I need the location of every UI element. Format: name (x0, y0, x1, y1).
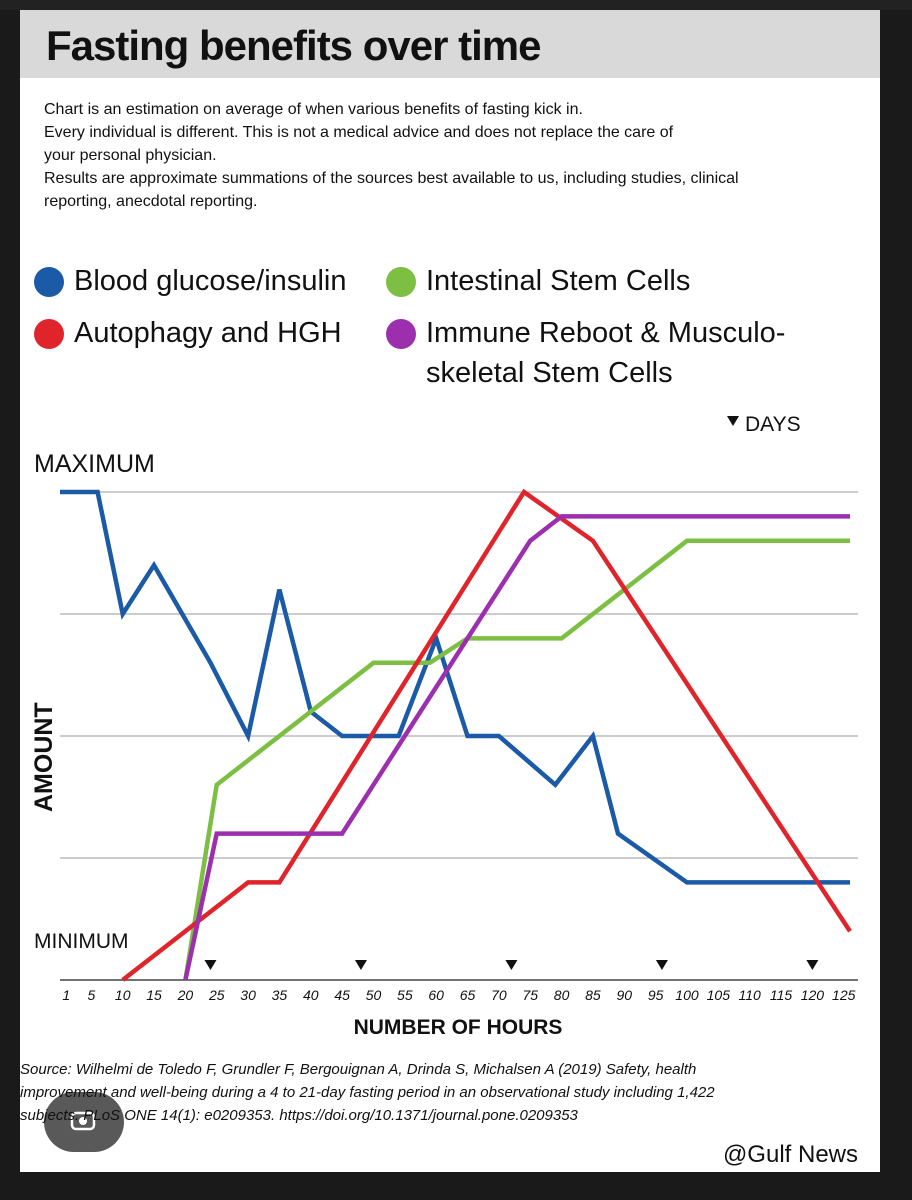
x-tick-label: 60 (428, 987, 444, 1003)
infographic-card: Fasting benefits over time Chart is an e… (20, 10, 880, 1172)
x-tick-label: 100 (675, 987, 699, 1003)
series-line-3 (121, 488, 852, 982)
top-bar (0, 0, 912, 10)
legend-label: Blood glucose/insulin (74, 265, 347, 297)
title-band: Fasting benefits over time (20, 10, 880, 78)
x-tick-label: 95 (648, 987, 664, 1003)
intro-text: Chart is an estimation on average of whe… (44, 98, 864, 213)
x-axis-label: NUMBER OF HOURS (354, 1016, 563, 1039)
day-marker (806, 960, 819, 970)
x-tick-label: 30 (240, 987, 256, 1003)
legend-label: Intestinal Stem Cells (426, 265, 691, 297)
fasting-chart: 1 5 10 15 20 25 30 35 40 45 50 55 60 65 70 75 80 85 90 95 10… (20, 413, 858, 1168)
x-tick-label: 1 (62, 987, 70, 1003)
series-line-2 (183, 538, 850, 981)
legend-dot-blue (34, 267, 64, 297)
days-label: DAYS (745, 413, 801, 436)
credit: @Gulf News (723, 1141, 858, 1168)
page-title: Fasting benefits over time (46, 22, 541, 69)
intro-line: Every individual is different. This is n… (44, 124, 674, 141)
x-tick-label: 85 (585, 987, 601, 1003)
x-tick-label: 15 (146, 987, 162, 1003)
legend-label-cont: skeletal Stem Cells (426, 357, 673, 389)
lens-icon (70, 1111, 96, 1131)
legend-label: Autophagy and HGH (74, 317, 342, 349)
x-tick-label: 25 (208, 987, 225, 1003)
legend-dot-red (34, 319, 64, 349)
bottom-bar (0, 1172, 912, 1200)
x-tick-label: 35 (272, 987, 288, 1003)
min-label: MINIMUM (34, 930, 128, 953)
x-tick-label: 5 (87, 987, 95, 1003)
intro-line: your personal physician. (44, 147, 217, 164)
x-tick-label: 65 (460, 987, 476, 1003)
x-tick-label: 80 (554, 987, 570, 1003)
day-marker (354, 960, 367, 970)
x-tick-label: 20 (177, 987, 194, 1003)
intro-line: Chart is an estimation on average of whe… (44, 101, 583, 118)
intro-line: reporting, anecdotal reporting. (44, 193, 258, 210)
x-tick-label: 55 (397, 987, 413, 1003)
x-tick-label: 105 (707, 987, 731, 1003)
x-tick-label: 70 (491, 987, 507, 1003)
legend-dot-purple (386, 319, 416, 349)
source-line-3: subjects. PLoS ONE 14(1): e0209353. http… (20, 1107, 579, 1124)
intro-line: Results are approximate summations of th… (44, 170, 739, 187)
legend-label: Immune Reboot & Musculo- (426, 317, 786, 349)
x-tick-label: 90 (616, 987, 632, 1003)
x-tick-label: 75 (522, 987, 538, 1003)
x-tick-label: 115 (770, 987, 793, 1003)
x-tick-label: 110 (739, 987, 762, 1003)
max-label: MAXIMUM (34, 450, 155, 478)
y-axis-label: AMOUNT (30, 702, 58, 812)
x-tick-label: 120 (801, 987, 825, 1003)
days-marker-icon (727, 416, 739, 426)
day-marker (655, 960, 668, 970)
x-tick-label: 10 (115, 987, 131, 1003)
overlay-badge[interactable] (44, 1092, 124, 1152)
x-tick-label: 125 (832, 987, 856, 1003)
legend-dot-green (386, 267, 416, 297)
x-tick-label: 45 (334, 987, 350, 1003)
series-line-4 (183, 514, 850, 981)
source-line-2: improvement and well-being during a 4 to… (20, 1084, 715, 1101)
x-tick-label: 40 (303, 987, 319, 1003)
source-line-1: Source: Wilhelmi de Toledo F, Grundler F… (20, 1061, 696, 1078)
series-line-1 (60, 489, 850, 885)
day-marker (505, 960, 518, 970)
x-tick-label: 50 (366, 987, 382, 1003)
day-marker (204, 960, 217, 970)
